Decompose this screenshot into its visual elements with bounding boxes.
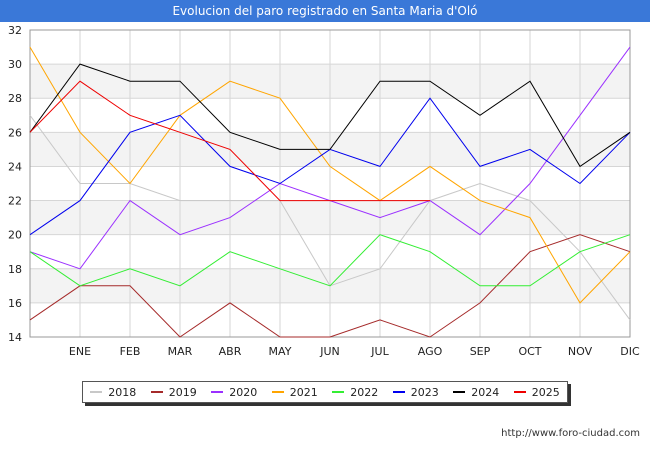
legend-item-2023: 2023 (392, 385, 439, 399)
x-tick-label: MAY (269, 345, 292, 358)
legend-swatch (90, 391, 103, 393)
legend-label: 2022 (350, 385, 379, 399)
legend-label: 2020 (229, 385, 258, 399)
x-axis-ticks: ENE FEB MAR ABR MAY JUN JUL AGO SEP OCT NOV DIC (69, 345, 640, 358)
x-tick-label: NOV (568, 345, 593, 358)
legend-item-2025: 2025 (513, 385, 560, 399)
legend-swatch (332, 391, 345, 393)
legend: 2018 2019 2020 2021 2022 2023 2024 2025 (82, 381, 568, 403)
legend-swatch (513, 391, 526, 393)
legend-label: 2019 (168, 385, 197, 399)
chart-title: Evolucion del paro registrado en Santa M… (0, 0, 650, 22)
legend-swatch (271, 391, 284, 393)
y-tick-label: 30 (8, 58, 22, 71)
y-tick-label: 26 (8, 126, 22, 139)
y-tick-label: 32 (8, 24, 22, 37)
series-line-2024 (29, 63, 631, 168)
y-axis-ticks: 14 16 18 20 22 24 26 28 30 32 (8, 24, 22, 344)
legend-item-2018: 2018 (90, 386, 136, 399)
series-line-2019 (29, 234, 631, 338)
x-tick-label: MAR (168, 345, 193, 358)
x-tick-label: AGO (418, 345, 443, 358)
footer-url: http://www.foro-ciudad.com (501, 428, 640, 439)
legend-item-2021: 2021 (271, 385, 318, 399)
x-tick-label: SEP (470, 345, 491, 358)
legend-item-2024: 2024 (453, 386, 499, 399)
y-tick-label: 28 (8, 92, 22, 105)
y-tick-label: 20 (8, 229, 22, 242)
x-tick-label: ENE (69, 345, 91, 358)
series-line-2022 (29, 234, 631, 287)
x-tick-label: OCT (518, 345, 541, 358)
legend-label: 2021 (289, 385, 318, 399)
legend-item-2019: 2019 (150, 385, 197, 399)
legend-label: 2024 (471, 385, 500, 399)
y-tick-label: 14 (8, 331, 22, 344)
x-tick-label: FEB (120, 345, 141, 358)
series-line-2025 (29, 80, 430, 202)
legend-swatch (453, 391, 466, 393)
legend-label: 2023 (410, 385, 439, 399)
series-lines (29, 46, 631, 338)
legend-label: 2018 (108, 385, 137, 399)
y-tick-label: 18 (8, 263, 22, 276)
x-tick-label: DIC (620, 345, 640, 358)
legend-swatch (150, 391, 163, 393)
y-tick-label: 24 (8, 160, 22, 173)
legend-item-2022: 2022 (332, 386, 378, 399)
series-line-2021 (29, 46, 631, 304)
y-tick-label: 22 (8, 195, 22, 208)
legend-swatch (392, 391, 405, 393)
y-tick-label: 16 (8, 297, 22, 310)
x-tick-label: ABR (219, 345, 242, 358)
legend-item-2020: 2020 (211, 386, 257, 399)
legend-label: 2025 (531, 385, 560, 399)
x-tick-label: JUL (370, 345, 389, 358)
legend-swatch (211, 391, 224, 393)
x-tick-label: JUN (319, 345, 340, 358)
